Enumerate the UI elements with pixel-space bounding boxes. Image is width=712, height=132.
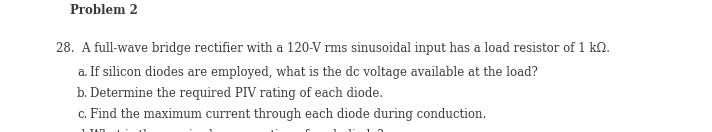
Text: Find the maximum current through each diode during conduction.: Find the maximum current through each di…	[90, 108, 486, 121]
Text: Determine the required PIV rating of each diode.: Determine the required PIV rating of eac…	[90, 87, 383, 100]
Text: d.: d.	[77, 129, 88, 132]
Text: a.: a.	[77, 66, 88, 79]
Text: If silicon diodes are employed, what is the dc voltage available at the load?: If silicon diodes are employed, what is …	[90, 66, 538, 79]
Text: 28.  A full-wave bridge rectifier with a 120-V rms sinusoidal input has a load r: 28. A full-wave bridge rectifier with a …	[56, 42, 609, 55]
Text: c.: c.	[77, 108, 88, 121]
Text: Problem 2: Problem 2	[70, 4, 137, 17]
Text: b.: b.	[77, 87, 88, 100]
Text: What is the required power rating of each diode?: What is the required power rating of eac…	[90, 129, 383, 132]
